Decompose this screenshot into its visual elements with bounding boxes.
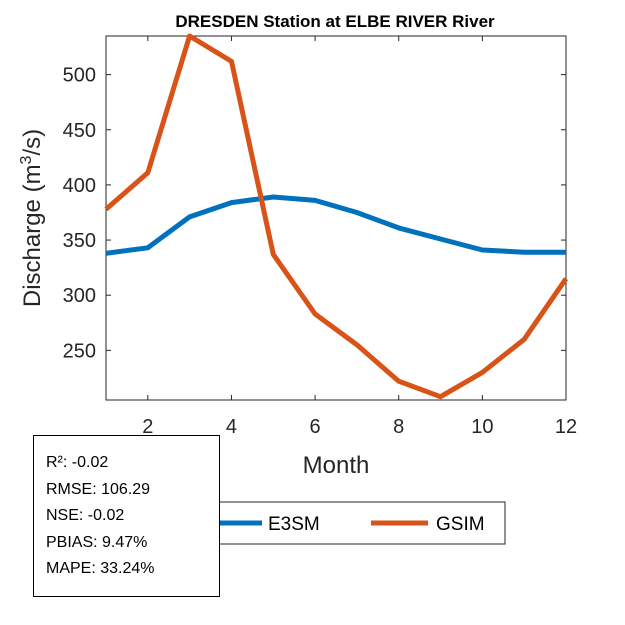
y-axis-label-superscript: 3 (18, 155, 35, 164)
series-line-e3sm (105, 194, 566, 256)
series-lines (104, 33, 569, 400)
axis-ticks: 2 4 6 8 10 12 250 300 350 400 450 500 (63, 36, 577, 438)
x-tick-label: 8 (393, 416, 404, 438)
stat-pbias: PBIAS: 9.47% (46, 533, 148, 551)
x-tick-label: 2 (142, 416, 153, 438)
x-axis-label: Month (303, 452, 370, 479)
x-tick-label: 4 (226, 416, 237, 438)
legend-label-gsim: GSIM (436, 514, 485, 535)
x-tick-label: 12 (555, 416, 577, 438)
stat-rmse: RMSE: 106.29 (46, 480, 151, 498)
y-axis-label-main: Discharge (m (19, 164, 46, 307)
stat-r2: R²: -0.02 (46, 454, 109, 471)
y-tick-label: 250 (63, 340, 96, 362)
stat-nse: NSE: -0.02 (46, 507, 125, 524)
y-axis-label-unit: /s) (19, 129, 46, 156)
series-line-gsim (104, 33, 569, 400)
y-tick-label: 300 (63, 285, 96, 307)
stat-mape: MAPE: 33.24% (46, 560, 155, 577)
y-tick-label: 450 (63, 120, 96, 142)
y-tick-label: 500 (63, 65, 96, 87)
y-tick-label: 400 (63, 175, 96, 197)
plot-area (105, 35, 567, 401)
legend: E3SM GSIM (207, 501, 506, 545)
x-tick-label: 6 (310, 416, 321, 438)
stats-box: R²: -0.02 RMSE: 106.29 NSE: -0.02 PBIAS:… (33, 435, 220, 597)
legend-label-e3sm: E3SM (268, 514, 320, 535)
x-tick-label: 10 (471, 416, 493, 438)
chart-title: DRESDEN Station at ELBE RIVER River (175, 12, 495, 31)
y-axis-label: Discharge (m3/s) (18, 129, 46, 307)
y-tick-label: 350 (63, 230, 96, 252)
